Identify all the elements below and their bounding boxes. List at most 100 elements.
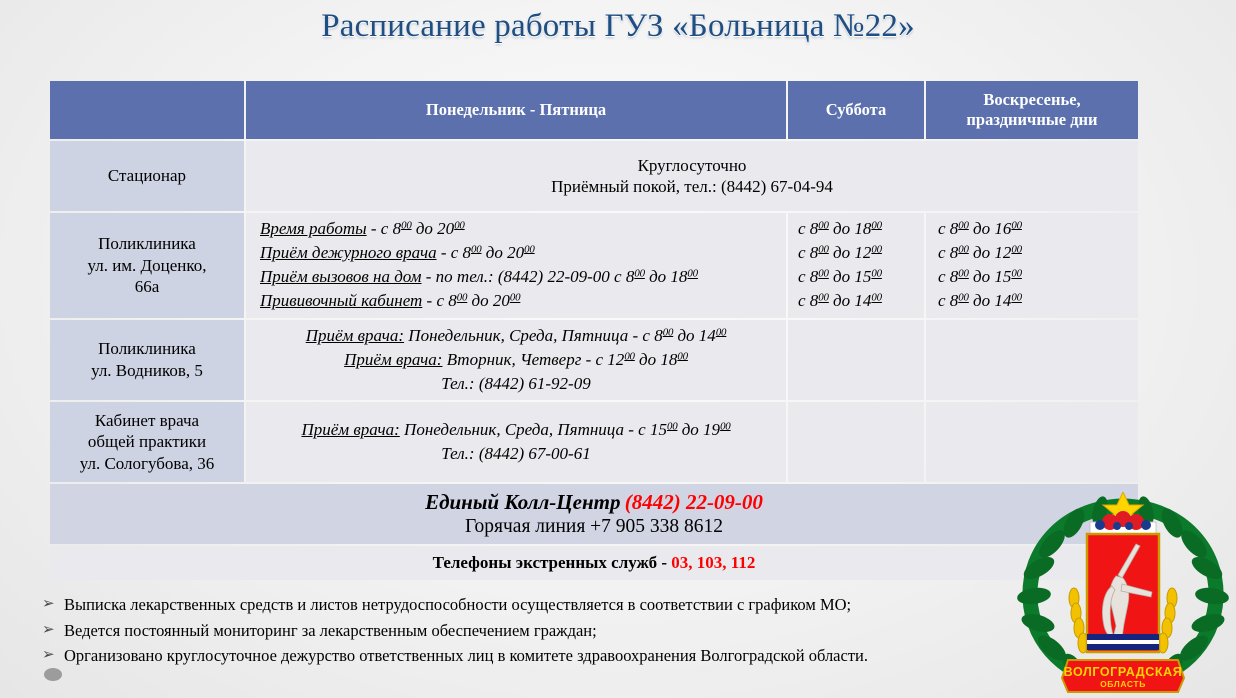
table-header-row: Понедельник - Пятница Суббота Воскресень… xyxy=(50,81,1138,139)
time-sup: 00 xyxy=(871,291,882,304)
header-corner-cell xyxy=(50,81,244,139)
docenko-weekday-cell: Время работы - с 800 до 2000 Приём дежур… xyxy=(246,213,786,318)
time-sup: 00 xyxy=(871,267,882,280)
time-sup: 00 xyxy=(677,349,688,362)
time-from: с 8 xyxy=(798,243,819,263)
header-saturday: Суббота xyxy=(788,81,924,139)
time-sup: 00 xyxy=(524,243,535,256)
label-line3: ул. Сологубова, 36 xyxy=(79,453,215,473)
time-from: с 8 xyxy=(938,291,959,311)
row-label-polyclinic-docenko: Поликлиника ул. им. Доценко, 66а xyxy=(50,213,244,318)
time-to: до 18 xyxy=(828,219,872,238)
saturday-time-line: с 800 до 1500 xyxy=(798,265,918,289)
docenko-weekday-line: Прививочный кабинет - с 800 до 2000 xyxy=(260,289,780,313)
emergency-label: Телефоны экстренных служб - xyxy=(432,553,672,573)
call-center-cell: Единый Колл-Центр (8442) 22-09-00 Горяча… xyxy=(50,483,1138,544)
hospital-schedule-cell: Круглосуточно Приёмный покой, тел.: (844… xyxy=(246,141,1138,211)
time-sup: 00 xyxy=(624,349,635,362)
schedule-table: Понедельник - Пятница Суббота Воскресень… xyxy=(48,79,1140,582)
time-sup: 00 xyxy=(471,243,482,256)
time-from: с 8 xyxy=(798,291,819,311)
time-sup: 00 xyxy=(662,325,674,338)
docenko-sunday-cell: с 800 до 1600 с 800 до 1200 с 800 до 150… xyxy=(926,213,1138,318)
time-sup: 00 xyxy=(958,291,969,304)
time-sup: 00 xyxy=(818,267,829,280)
call-center-label: Единый Колл-Центр xyxy=(425,489,621,514)
time-to: до 12 xyxy=(968,243,1012,263)
time-from: с 8 xyxy=(938,243,959,263)
docenko-weekday-line: Приём вызовов на дом - по тел.: (8442) 2… xyxy=(260,265,780,289)
decorative-dot xyxy=(44,668,62,681)
line-rest: - с 8 xyxy=(366,219,402,238)
table-row-hospital: Стационар Круглосуточно Приёмный покой, … xyxy=(50,141,1138,211)
time-sup: 00 xyxy=(456,291,468,304)
volgograd-oblast-emblem-icon: ВОЛГОГРАДСКАЯ ОБЛАСТЬ xyxy=(1012,492,1234,698)
time-to: до 14 xyxy=(968,291,1012,311)
docenko-weekday-line: Приём дежурного врача - с 800 до 2000 xyxy=(260,241,780,265)
line-title: Приём врача: xyxy=(305,325,405,345)
time-sup: 00 xyxy=(818,291,829,304)
label-line1: Кабинет врача xyxy=(94,411,200,430)
bullet-arrow-icon: ➢ xyxy=(42,596,55,612)
table-row-polyclinic-vodnikov: Поликлиника ул. Водников, 5 Приём врача:… xyxy=(50,319,1138,400)
vodnikov-saturday-cell xyxy=(788,319,924,400)
table-row-polyclinic-docenko: Поликлиника ул. им. Доценко, 66а Время р… xyxy=(50,213,1138,318)
bullet-arrow-icon: ➢ xyxy=(42,621,55,638)
docenko-weekday-line: Время работы - с 800 до 2000 xyxy=(260,217,780,241)
time-from: с 8 xyxy=(938,219,959,238)
row-label-gp-office: Кабинет врача общей практики ул. Сологуб… xyxy=(50,401,244,482)
time-sup: 00 xyxy=(720,420,731,433)
line-title: Приём врача: xyxy=(344,349,443,369)
time-sup: 00 xyxy=(871,243,882,256)
header-sunday-line1: Воскресенье, xyxy=(983,89,1081,109)
list-item: ➢ Выписка лекарственных средств и листов… xyxy=(42,592,1042,618)
line-title: Прививочный кабинет xyxy=(260,291,423,311)
sunday-time-line: с 800 до 1400 xyxy=(938,289,1132,313)
sunday-time-line: с 800 до 1500 xyxy=(938,265,1132,289)
time-sup: 00 xyxy=(401,219,412,232)
gp-sunday-cell xyxy=(926,401,1138,482)
vodnikov-phone: Тел.: (8442) 61-92-09 xyxy=(441,373,591,393)
time-to: до 15 xyxy=(968,267,1012,287)
list-item-text: Ведется постоянный мониторинг за лекарст… xyxy=(64,620,597,640)
line-rest: Понедельник, Среда, Пятница - с 8 xyxy=(404,325,663,345)
time-sup: 00 xyxy=(1011,243,1022,256)
time-sup: 00 xyxy=(818,243,829,256)
notes-list: ➢ Выписка лекарственных средств и листов… xyxy=(42,592,1042,669)
line-title: Время работы xyxy=(260,219,367,238)
call-center-number: (8442) 22-09-00 xyxy=(624,489,763,514)
line-title: Приём вызовов на дом xyxy=(260,267,422,287)
emblem-banner-line2: ОБЛАСТЬ xyxy=(1100,679,1146,689)
line-mid: до 19 xyxy=(677,419,721,439)
line-mid: до 18 xyxy=(634,349,678,369)
emergency-numbers: 03, 103, 112 xyxy=(671,553,756,573)
time-sup: 00 xyxy=(958,267,969,280)
line-rest: Понедельник, Среда, Пятница - с 15 xyxy=(399,419,667,439)
time-from: с 8 xyxy=(938,267,959,287)
vodnikov-weekday-cell: Приём врача: Понедельник, Среда, Пятница… xyxy=(246,319,786,400)
line-rest: Вторник, Четверг - с 12 xyxy=(442,349,625,369)
time-sup: 00 xyxy=(509,291,521,304)
vodnikov-sunday-cell xyxy=(926,319,1138,400)
header-weekdays: Понедельник - Пятница xyxy=(246,81,786,139)
time-from: с 8 xyxy=(798,219,819,238)
hospital-line1: Круглосуточно xyxy=(637,155,747,175)
label-line1: Поликлиника xyxy=(98,234,196,254)
line-title: Приём врача: xyxy=(301,419,400,439)
label-line1: Поликлиника xyxy=(98,339,196,359)
line-title: Приём дежурного врача xyxy=(260,243,437,263)
time-sup: 00 xyxy=(871,219,882,232)
emblem-banner-line1: ВОЛГОГРАДСКАЯ xyxy=(1064,665,1183,679)
table-row-call-center: Единый Колл-Центр (8442) 22-09-00 Горяча… xyxy=(50,483,1138,544)
time-sup: 00 xyxy=(715,325,727,338)
row-label-hospital: Стационар xyxy=(50,141,244,211)
label-line2: общей практики xyxy=(87,432,207,452)
sunday-time-line: с 800 до 1600 xyxy=(938,217,1132,241)
row-label-polyclinic-vodnikov: Поликлиника ул. Водников, 5 xyxy=(50,319,244,400)
sunday-time-line: с 800 до 1200 xyxy=(938,241,1132,265)
emergency-cell: Телефоны экстренных служб - 03, 103, 112 xyxy=(50,545,1138,580)
time-to: до 16 xyxy=(968,219,1012,238)
hospital-line2: Приёмный покой, тел.: (8442) 67-04-94 xyxy=(551,177,833,196)
gp-weekday-cell: Приём врача: Понедельник, Среда, Пятница… xyxy=(246,401,786,482)
vodnikov-line: Приём врача: Вторник, Четверг - с 1200 д… xyxy=(252,348,780,372)
